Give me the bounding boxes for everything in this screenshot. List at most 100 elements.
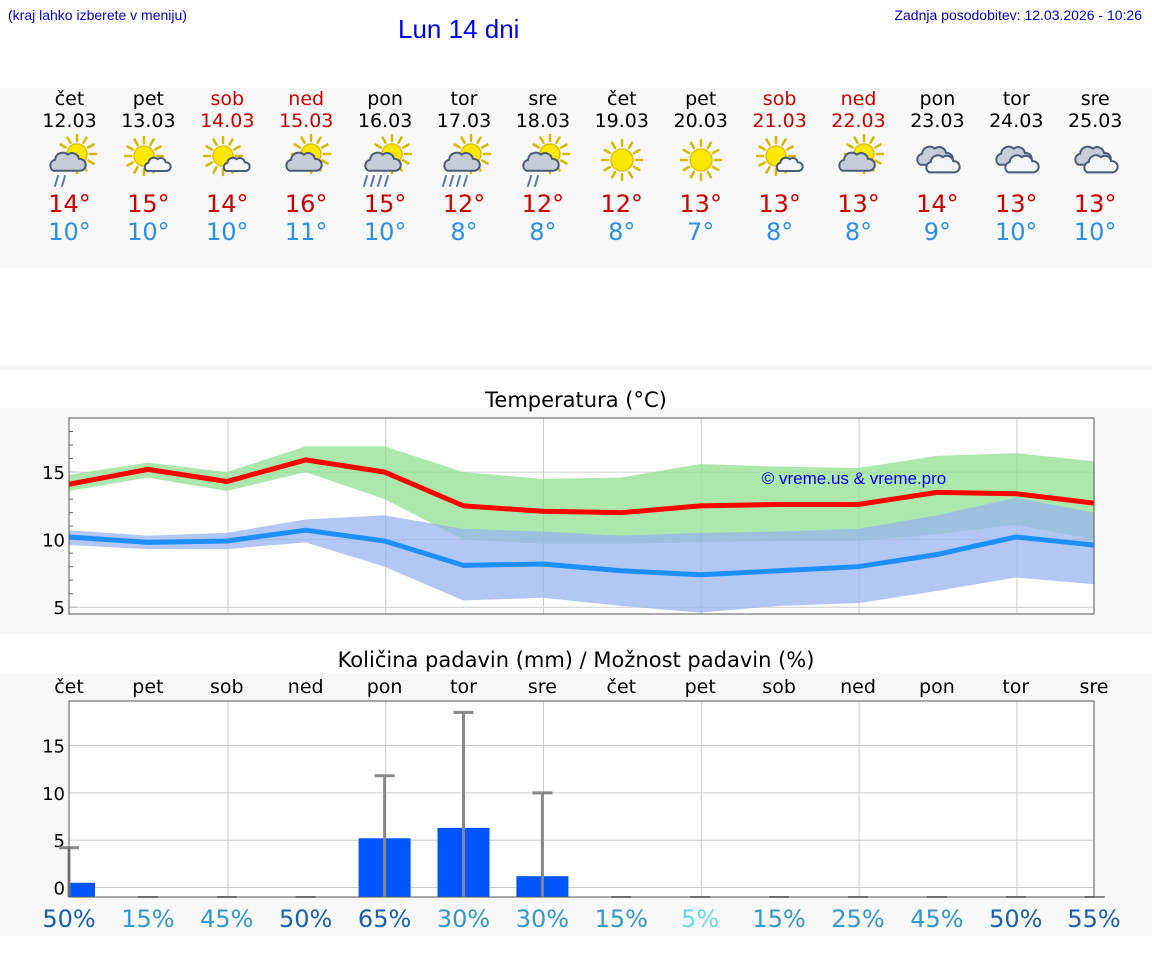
category-label: sre <box>528 676 557 698</box>
precipitation-probability: 15% <box>121 905 174 933</box>
daily-forecast-strip: čet 12.03 14° 10° pet 13.03 15° 10° sob 14.03 14° 1… <box>0 88 1152 258</box>
day-column: sre 25.03 13° 10° <box>1056 88 1135 246</box>
day-date: 19.03 <box>594 110 649 132</box>
day-date: 20.03 <box>673 110 728 132</box>
plot-border <box>68 700 1095 898</box>
precipitation-probability: 25% <box>831 905 884 933</box>
sun-icon <box>600 138 644 182</box>
day-name: pet <box>685 88 717 110</box>
day-name: pon <box>919 88 956 110</box>
max-temperature-range-band <box>69 446 1094 544</box>
category-label: čet <box>54 676 84 698</box>
max-temperature: 13° <box>679 190 722 218</box>
day-column: čet 12.03 14° 10° <box>30 88 109 246</box>
max-temperature: 15° <box>363 190 407 218</box>
max-temperature: 13° <box>1073 190 1117 218</box>
sun-cloud-heavy-rain-icon <box>442 134 492 187</box>
category-label: pon <box>367 676 403 698</box>
day-date: 16.03 <box>357 110 413 132</box>
max-temperature: 12° <box>442 190 486 218</box>
day-column: tor 24.03 13° 10° <box>977 88 1056 246</box>
sun-icon <box>679 138 722 182</box>
min-temperature: 8° <box>765 218 794 246</box>
category-label: tor <box>1002 676 1029 698</box>
sun-small-cloud-icon <box>124 135 173 177</box>
day-date: 22.03 <box>831 110 886 132</box>
precipitation-probability: 30% <box>437 905 490 933</box>
min-temperature: 8° <box>529 218 557 246</box>
day-name: tor <box>1002 88 1030 110</box>
min-temperature: 8° <box>844 218 873 246</box>
precipitation-probability: 50% <box>989 905 1042 933</box>
day-column: pon 23.03 14° 9° <box>898 88 977 246</box>
forecast-panel <box>0 88 1152 268</box>
min-temperature: 8° <box>608 218 636 246</box>
category-label: sob <box>210 676 244 698</box>
category-label: ned <box>288 676 324 698</box>
precipitation-probability: 50% <box>42 905 95 933</box>
day-column: sob 14.03 14° 10° <box>188 88 267 246</box>
category-label: sob <box>762 676 796 698</box>
precipitation-probability: 65% <box>358 905 411 933</box>
day-column: sre 18.03 12° 8° <box>503 88 582 246</box>
day-name: čet <box>607 88 637 110</box>
y-tick-label: 15 <box>42 737 65 758</box>
day-date: 23.03 <box>910 110 965 132</box>
y-tick-label: 15 <box>42 463 65 484</box>
precipitation-probability: 5% <box>681 905 719 933</box>
day-date: 15.03 <box>278 110 334 132</box>
min-temperature: 10° <box>48 218 91 246</box>
y-tick-label: 10 <box>42 784 65 805</box>
precipitation-probability: 30% <box>516 905 569 933</box>
day-column: tor 17.03 12° 8° <box>425 88 504 246</box>
temperature-chart: 5 10 15 © vreme.us & vreme.pro <box>42 417 1095 619</box>
max-temperature-line <box>68 457 1095 516</box>
plot-area <box>69 701 1094 897</box>
min-temperature-line <box>68 527 1095 578</box>
precipitation-probability: 50% <box>279 905 332 933</box>
day-column: ned 15.03 16° 11° <box>267 88 346 246</box>
max-temperature: 15° <box>127 190 170 218</box>
day-name: sre <box>1080 88 1110 110</box>
day-column: čet 19.03 12° 8° <box>582 88 661 246</box>
min-temperature: 10° <box>363 218 407 246</box>
day-date: 12.03 <box>42 110 97 132</box>
day-column: pon 16.03 15° 10° <box>346 88 425 246</box>
min-temperature: 10° <box>995 218 1038 246</box>
day-column: sob 21.03 13° 8° <box>740 88 819 246</box>
day-name: ned <box>840 88 877 110</box>
location-hint: (kraj lahko izberete v meniju) <box>8 7 187 23</box>
precipitation-bar <box>69 882 95 897</box>
precipitation-chart-title: Količina padavin (mm) / Možnost padavin … <box>337 648 815 672</box>
max-temperature: 13° <box>758 190 801 218</box>
day-date: 21.03 <box>752 110 807 132</box>
y-tick-label: 5 <box>54 831 65 852</box>
day-name: sob <box>210 88 245 110</box>
max-temperature: 14° <box>206 190 249 218</box>
min-temperature: 7° <box>687 218 715 246</box>
sun-cloud-icon <box>285 134 332 175</box>
day-date: 25.03 <box>1067 110 1123 132</box>
category-label: pet <box>685 676 716 698</box>
max-temperature: 13° <box>837 190 880 218</box>
cloudy-icon <box>995 145 1040 174</box>
precipitation-probability: 45% <box>200 905 253 933</box>
y-tick-label: 10 <box>42 531 65 552</box>
sun-cloud-light-rain-icon <box>48 134 97 187</box>
sun-cloud-light-rain-icon <box>522 134 571 187</box>
divider <box>0 365 1152 370</box>
min-temperature: 10° <box>1073 218 1117 246</box>
day-date: 14.03 <box>200 110 255 132</box>
day-name: čet <box>54 88 85 110</box>
min-temperature: 9° <box>923 218 952 246</box>
precipitation-probability: 55% <box>1067 905 1120 933</box>
day-date: 13.03 <box>121 110 176 132</box>
category-label: sre <box>1080 676 1109 698</box>
day-column: ned 22.03 13° 8° <box>819 88 898 246</box>
day-date: 17.03 <box>436 110 492 132</box>
y-tick-label: 0 <box>54 879 65 900</box>
min-temperature: 8° <box>450 218 478 246</box>
day-column: pet 13.03 15° 10° <box>109 88 188 246</box>
day-date: 18.03 <box>515 110 571 132</box>
day-name: pet <box>132 88 164 110</box>
